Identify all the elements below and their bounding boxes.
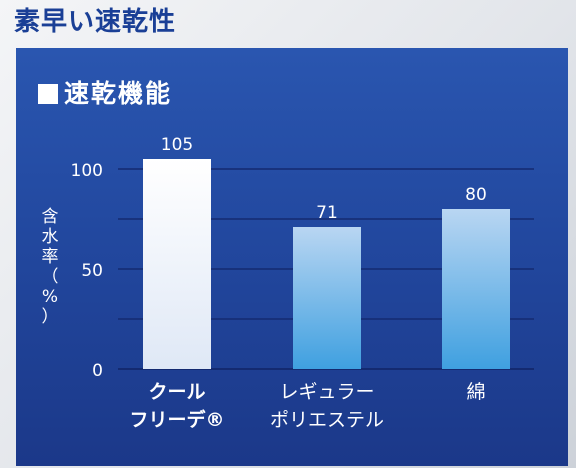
- y-axis-label-char: %: [42, 287, 58, 307]
- square-bullet-icon: [38, 84, 58, 104]
- bars: [143, 159, 510, 369]
- x-category-label: ポリエステル: [270, 409, 384, 431]
- chart-title: 速乾機能: [38, 78, 172, 110]
- y-tick-label: 100: [71, 161, 103, 181]
- y-axis-label-char: 含: [42, 207, 59, 227]
- page-headline: 素早い速乾性: [14, 7, 177, 37]
- data-label: 105: [161, 135, 193, 155]
- x-category-label: クール: [148, 381, 205, 403]
- y-tick-label: 0: [92, 361, 103, 381]
- x-category-label: フリーデ®: [129, 408, 224, 431]
- y-axis-label-char: 率: [42, 247, 59, 267]
- y-axis-label-char: （: [42, 267, 59, 287]
- bar: [143, 159, 211, 369]
- data-label: 71: [316, 203, 338, 223]
- chart-title-text: 速乾機能: [64, 79, 173, 108]
- bar: [442, 209, 510, 369]
- bar: [293, 227, 361, 369]
- x-category-label: 綿: [466, 381, 485, 403]
- data-label: 80: [465, 185, 487, 205]
- x-category-label: レギュラー: [279, 381, 374, 403]
- y-tick-label: 50: [81, 261, 103, 281]
- y-axis-label-char: 水: [42, 227, 59, 247]
- y-axis-label-char: ）: [42, 307, 59, 327]
